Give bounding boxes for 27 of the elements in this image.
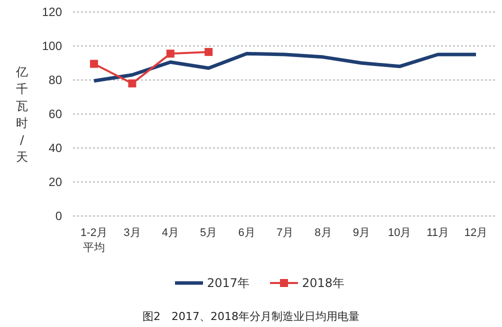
point — [128, 79, 136, 88]
text: 图2 2017、2018年分月制造业日均用电量 — [142, 310, 360, 323]
y-axis-title: 亿千瓦时/天 — [15, 65, 28, 164]
x-tick-label: 10月 — [388, 227, 412, 239]
line-series — [92, 52, 478, 83]
point — [166, 50, 174, 58]
y-tick-label: 120 — [42, 4, 62, 19]
x-tick-label: 12月 — [464, 227, 488, 239]
x-tick-label: 4月 — [162, 227, 179, 239]
x-tick-label: 1-2月平均 — [80, 227, 108, 254]
x-tick-label: 3月 — [124, 227, 141, 239]
y-tick-label: 40 — [48, 140, 62, 155]
x-tick-label: 11月 — [426, 227, 450, 239]
point — [90, 60, 98, 68]
y-tick-label: 100 — [42, 38, 62, 53]
point — [204, 48, 213, 56]
legend-label: 2018年 — [302, 276, 345, 290]
y-tick-label: 20 — [48, 174, 62, 189]
x-tick-label: 7月 — [276, 227, 294, 239]
y-tick-label: 60 — [48, 106, 62, 121]
x-tick-label: 8月 — [314, 227, 332, 239]
y-tick-label: 0 — [55, 208, 62, 223]
legend-label: 2017年 — [207, 276, 250, 290]
y-tick-label: 80 — [48, 72, 62, 87]
x-tick-label: 5月 — [200, 227, 218, 239]
x-tick-label: 9月 — [352, 227, 370, 239]
x-tick-label: 6月 — [238, 227, 256, 239]
